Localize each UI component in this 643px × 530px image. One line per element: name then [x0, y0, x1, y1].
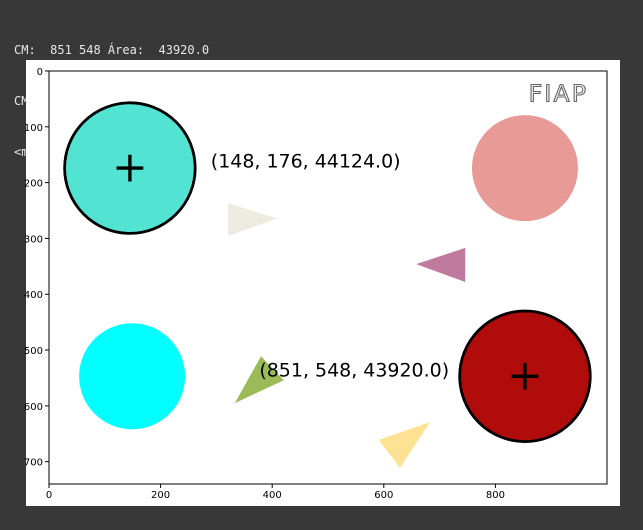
x-tick-label: 200 — [151, 490, 170, 501]
x-tick-label: 800 — [486, 490, 505, 501]
triangle — [416, 247, 466, 282]
y-tick-label: 600 — [24, 402, 43, 413]
logo: FIAP — [529, 79, 588, 107]
triangle — [378, 422, 431, 468]
y-tick-label: 500 — [24, 346, 43, 357]
x-tick-label: 0 — [46, 490, 52, 501]
center-mark — [511, 362, 539, 390]
image: (148, 176, 44124.0) (851, 548, 43920.0) … — [49, 71, 607, 484]
y-tick-label: 200 — [24, 179, 43, 190]
image-label: (148, 176, 44124.0) — [211, 150, 401, 172]
output-line: CM: 851 548 Área: 43920.0 — [14, 43, 210, 57]
y-tick-label: 400 — [24, 290, 43, 301]
y-tick-label: 0 — [37, 67, 43, 78]
y-tick-label: 700 — [24, 458, 43, 469]
triangle — [228, 203, 278, 237]
circle — [79, 323, 186, 430]
y-tick-label: 100 — [24, 123, 43, 134]
axes-frame — [48, 70, 608, 485]
center-mark — [116, 154, 144, 182]
y-tick-label: 300 — [24, 234, 43, 245]
x-tick-label: 400 — [263, 490, 282, 501]
image-label: (851, 548, 43920.0) — [259, 360, 449, 382]
x-tick-label: 600 — [374, 490, 393, 501]
triangle — [234, 356, 284, 404]
circle — [471, 115, 578, 222]
